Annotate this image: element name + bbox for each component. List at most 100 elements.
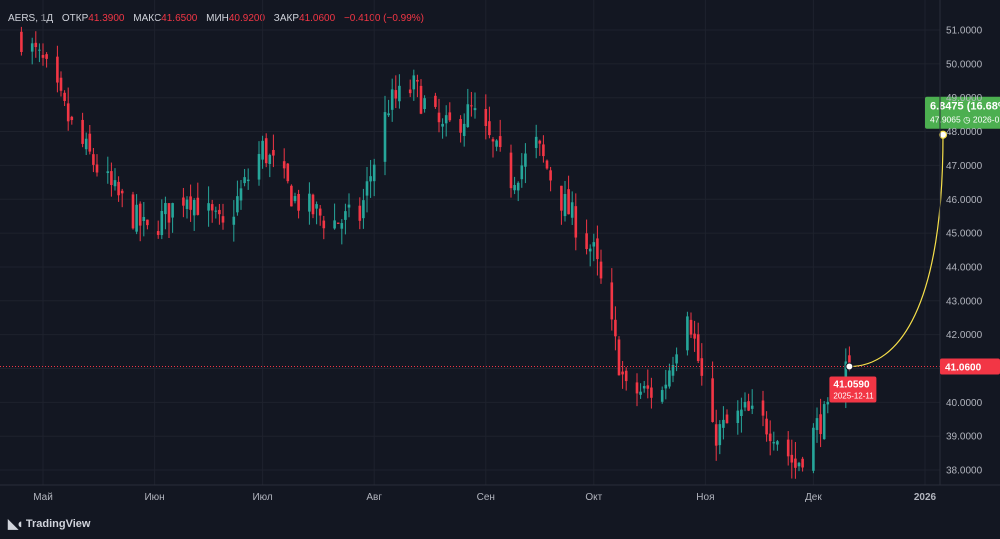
price-axis[interactable]: 38.000039.000040.000041.000042.000043.00… [939,0,1000,485]
time-tick-label: Ноя [696,492,714,503]
candle-body [549,170,552,181]
candle-body [210,204,214,211]
candle-body [243,177,246,184]
candle-body [614,319,617,337]
time-tick-label: Июн [144,492,164,503]
candle-body [563,194,567,217]
candle-body [214,210,218,212]
candle-body [689,319,693,335]
candle-body [362,200,365,219]
price-tick-label: 51.0000 [946,26,983,37]
candle-body [246,179,250,182]
candle-body [646,385,650,389]
candle-body [610,282,614,320]
candle-body [466,104,470,127]
candle-body [596,238,599,260]
forecast-target-box [925,96,1000,129]
candle-body [545,160,549,169]
candle-body [171,203,174,218]
time-tick-label: Май [33,492,53,503]
candle-body [142,216,146,221]
time-tick-label: Окт [585,492,602,503]
candle-body [412,75,416,90]
time-tick-label: Дек [805,492,822,503]
candle-body [498,136,502,148]
price-tick-label: 44.0000 [946,262,983,273]
candle-body [567,189,570,215]
candle-body [520,165,524,180]
candle-body [617,339,621,376]
candle-body [765,418,768,435]
candle-body [462,123,466,136]
candle-body [660,390,664,402]
candle-body [740,409,743,417]
candle-body [768,433,772,442]
forecast-start-point[interactable] [845,362,854,371]
forecast-start-price: 41.0590 [833,380,870,391]
candle-body [30,43,34,52]
candle-body [192,199,196,216]
candle-body [344,211,347,220]
candle-body [776,441,779,445]
candle-body [218,209,221,215]
candle-body [592,242,596,247]
candle-body [264,138,268,164]
time-axis[interactable]: МайИюнИюлАвгСенОктНояДек2026Фев [0,484,1000,503]
forecast-start-box [829,376,877,403]
open-value: 41.3900 [88,13,125,24]
candle-body [444,115,448,124]
candle-body [156,231,160,235]
candle-body [434,95,437,107]
candle-body [315,204,318,209]
price-tick-label: 39.0000 [946,432,983,443]
candle-body [261,140,264,160]
time-tick-label: Сен [477,492,495,503]
candle-body [693,333,696,339]
candle-body [92,154,95,165]
forecast-start-date: 2025-12-11 [833,392,874,401]
candle-body [574,206,578,238]
candle-body [848,355,851,367]
candle-body [484,109,488,127]
price-tick-label: 47.0000 [946,161,983,172]
candle-body [750,405,754,409]
candle-body [81,119,84,144]
candle-body [714,424,718,446]
candle-body [308,193,311,212]
candle-body [650,387,653,398]
candle-body [664,384,668,389]
candle-body [797,462,801,467]
candle-body [826,401,830,405]
price-tick-label: 42.0000 [946,330,983,341]
candle-body [772,442,776,444]
candle-body [448,112,452,121]
candle-body [66,103,70,122]
symbol-label[interactable]: AERS, 1Д [8,13,54,24]
candle-body [311,194,315,215]
candle-body [423,98,426,110]
candle-body [542,144,545,157]
forecast-curve [849,134,944,368]
chart-grid [0,0,940,485]
candle-body [185,199,189,209]
candle-body [106,171,110,174]
open-label: ОТКР [61,13,89,24]
candle-body [390,89,394,110]
candle-body [538,140,542,144]
candle-body [488,121,491,136]
candle-body [394,90,398,99]
tradingview-logo[interactable]: ◣◖ TradingView [8,516,90,532]
price-tick-label: 43.0000 [946,296,983,307]
low-label: МИН [206,13,229,24]
time-tick-label: 2026 [914,492,937,503]
candle-body [437,112,441,123]
candle-body [675,354,678,364]
candle-body [473,108,477,111]
candle-body [588,248,592,252]
close-label: ЗАКР [273,13,300,24]
candle-body [45,54,48,59]
time-tick-label: Авг [366,492,382,503]
candle-body [419,85,423,114]
